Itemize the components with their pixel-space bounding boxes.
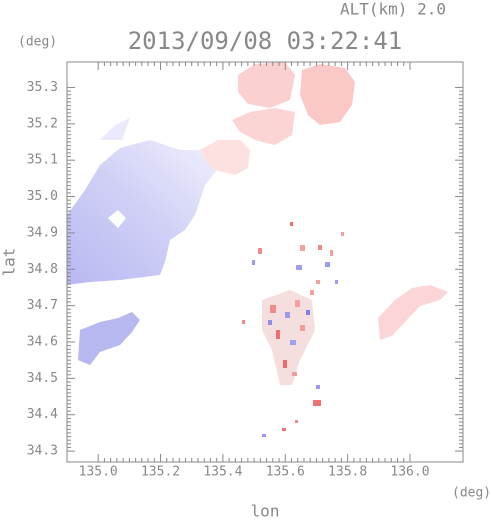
x-tick-label: 135.4	[203, 465, 242, 480]
chart-title: 2013/09/08 03:22:41	[128, 27, 403, 55]
x-tick-label: 135.0	[79, 465, 118, 480]
x-tick-label: 135.2	[141, 465, 180, 480]
echo-layer	[67, 62, 448, 437]
echo-region	[378, 285, 448, 340]
x-tick-label: 136.0	[390, 465, 429, 480]
echo-region	[78, 312, 140, 365]
y-tick-label: 34.3	[27, 444, 58, 459]
x-tick-label: 135.8	[328, 465, 367, 480]
x-tick-label: 135.6	[266, 465, 305, 480]
echo-region	[300, 64, 355, 125]
echo-region	[108, 210, 126, 228]
echo-region	[200, 140, 250, 175]
scatter-echo	[242, 222, 344, 437]
y-unit: (deg)	[18, 35, 57, 50]
y-tick-label: 34.9	[27, 225, 58, 240]
y-tick-label: 34.7	[27, 298, 58, 313]
echo-region	[238, 62, 295, 108]
echo-region	[67, 140, 225, 285]
echo-region	[100, 118, 130, 140]
y-tick-label: 34.4	[27, 407, 58, 422]
y-tick-label: 35.2	[27, 116, 58, 131]
y-tick-label: 34.6	[27, 335, 58, 350]
x-axis-label: lon	[251, 502, 280, 521]
y-axis-label: lat	[0, 248, 19, 277]
echo-region	[262, 290, 315, 385]
y-tick-label: 34.5	[27, 371, 58, 386]
y-tick-label: 35.1	[27, 153, 58, 168]
echo-region	[232, 108, 295, 145]
altitude-label: ALT(km) 2.0	[340, 0, 446, 19]
y-tick-label: 34.8	[27, 262, 58, 277]
y-tick-label: 35.3	[27, 80, 58, 95]
y-tick-label: 35.0	[27, 189, 58, 204]
x-unit: (deg)	[452, 486, 491, 501]
